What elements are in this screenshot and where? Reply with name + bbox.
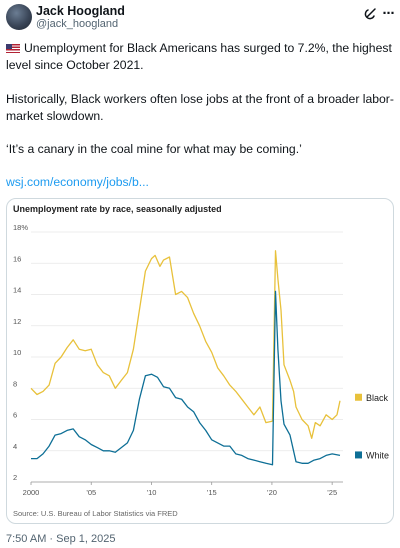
chart-title: Unemployment rate by race, seasonally ad… <box>13 204 222 214</box>
y-tick-label: 8 <box>13 379 17 388</box>
unemployment-chart: 18% 16 14 12 10 8 6 4 2 2000 ’05 ’10 ’15 ’20 ’25 Black W… <box>13 223 389 497</box>
y-tick-label: 4 <box>13 442 17 451</box>
author-name[interactable]: Jack Hoogland <box>36 4 125 18</box>
tweet-header: Jack Hoogland @jack_hoogland ⋯ <box>0 0 400 34</box>
legend-label-white: White <box>366 450 389 460</box>
chart-card[interactable]: Unemployment rate by race, seasonally ad… <box>6 198 394 524</box>
x-tick-label: ’10 <box>146 488 156 497</box>
series-line-black <box>30 250 341 439</box>
y-tick-label: 6 <box>13 411 17 420</box>
author-handle[interactable]: @jack_hoogland <box>36 18 119 30</box>
tweet-text-paragraph-2: Historically, Black workers often lose j… <box>6 92 394 123</box>
y-tick-label: 18% <box>13 223 28 232</box>
legend-label-black: Black <box>366 393 389 403</box>
x-tick-label: ’15 <box>207 488 217 497</box>
x-tick-label: 2000 <box>23 488 40 497</box>
timestamp[interactable]: 7:50 AM · Sep 1, 2025 <box>6 533 116 545</box>
y-tick-label: 2 <box>13 473 17 482</box>
legend-swatch-white <box>355 451 362 459</box>
y-tick-label: 10 <box>13 348 21 357</box>
x-tick-label: ’05 <box>86 488 96 497</box>
us-flag-icon <box>6 44 20 53</box>
legend-swatch-black <box>355 393 362 401</box>
article-link[interactable]: wsj.com/economy/jobs/b... <box>6 175 149 189</box>
avatar[interactable] <box>6 4 32 30</box>
series-line-white <box>31 290 341 466</box>
y-tick-label: 12 <box>13 317 21 326</box>
tweet-text-paragraph-3: ‘It’s a canary in the coal mine for what… <box>6 142 302 156</box>
chart-source: Source: U.S. Bureau of Labor Statistics … <box>13 509 178 518</box>
grok-icon[interactable] <box>364 6 378 20</box>
more-options-icon[interactable]: ⋯ <box>382 6 396 20</box>
y-tick-label: 16 <box>13 254 21 263</box>
y-tick-label: 14 <box>13 286 21 295</box>
tweet-text-paragraph-1: Unemployment for Black Americans has sur… <box>6 41 392 72</box>
x-tick-label: ’25 <box>327 488 337 497</box>
x-tick-label: ’20 <box>267 488 277 497</box>
